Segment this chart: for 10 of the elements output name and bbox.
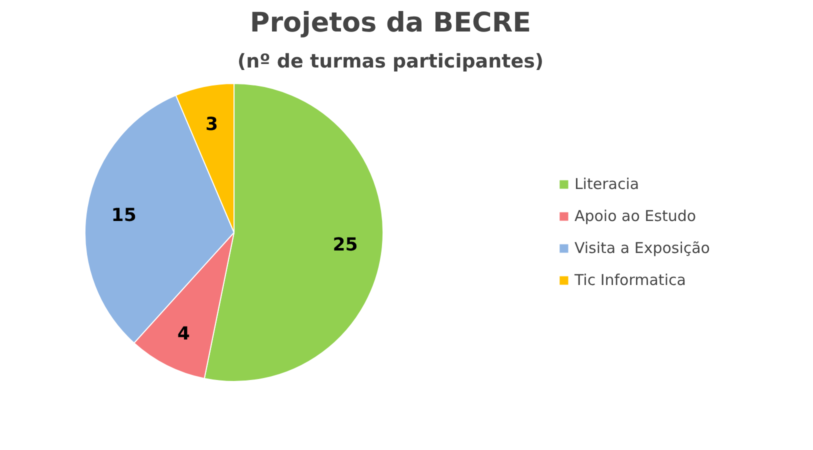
legend-label: Apoio ao Estudo	[574, 207, 696, 225]
data-label: 25	[332, 234, 358, 256]
chart-title: Projetos da BECRE	[250, 8, 532, 38]
data-label: 4	[177, 323, 190, 344]
legend-label: Literacia	[574, 175, 640, 193]
data-label: 3	[206, 114, 218, 135]
data-label: 15	[111, 204, 136, 226]
chart-subtitle: (nº de turmas participantes)	[237, 50, 544, 72]
legend-label: Tic Informatica	[574, 271, 686, 289]
legend-label: Visita a Exposição	[574, 239, 710, 257]
